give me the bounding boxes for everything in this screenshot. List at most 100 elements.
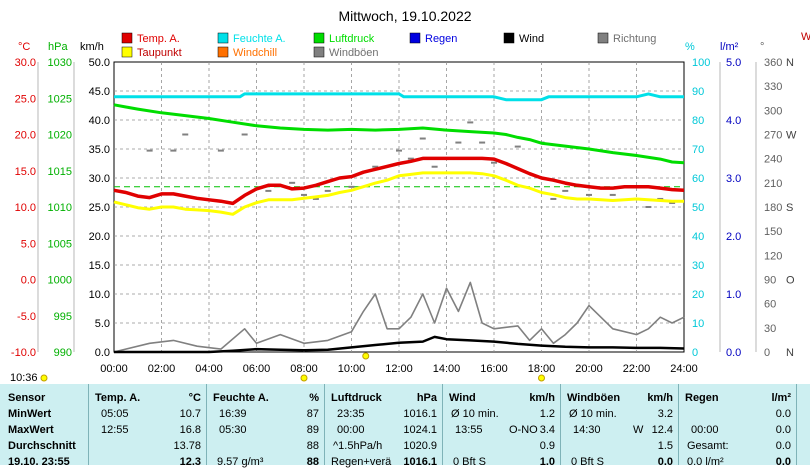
rain-total-label: Gesamt:	[687, 440, 729, 452]
temp-min: 10.7	[179, 408, 201, 420]
rain-unit-label: l/m²	[720, 41, 739, 53]
legend-label-7: Windchill	[233, 47, 277, 59]
rain-min: 0.0	[775, 408, 791, 420]
richtung-point-9	[324, 189, 331, 192]
pressure-max-time: 00:00	[337, 424, 365, 436]
humidity-unit-label: %	[685, 41, 695, 53]
x-tick-2: 04:00	[195, 363, 223, 375]
richtung-point-7	[301, 193, 307, 196]
richtung-point-8	[312, 197, 319, 200]
wind-tick-6: 20.0	[89, 231, 110, 243]
right-edge-label: W	[801, 31, 810, 43]
wind-tick-7: 15.0	[89, 260, 110, 272]
direction-tick-3: 270	[764, 130, 782, 142]
compass-label-1: O	[786, 275, 795, 287]
temp-avg: 13.78	[173, 440, 201, 452]
direction-tick-8: 120	[764, 250, 782, 262]
rain-header: Regen	[685, 392, 719, 404]
x-tick-12: 24:00	[670, 363, 698, 375]
row-label-avg: Durchschnitt	[8, 440, 76, 452]
rain-column: Regen l/m² 0.0 00:00 0.0 Gesamt: 0.0 0.0…	[678, 384, 797, 468]
humidity-tick-8: 20	[692, 289, 704, 301]
row-label-min: MinWert	[8, 408, 52, 420]
richtung-point-29	[657, 197, 664, 200]
x-tick-8: 16:00	[480, 363, 508, 375]
richtung-point-10	[348, 185, 355, 188]
richtung-point-24	[562, 189, 569, 192]
rain-tick-4: 1.0	[726, 289, 741, 301]
pressure-tick-8: 990	[54, 347, 72, 359]
series-wind	[114, 335, 685, 354]
richtung-point-15	[431, 165, 438, 168]
richtung-point-11	[372, 165, 379, 168]
richtung-point-26	[609, 193, 616, 196]
richtung-point-4	[241, 133, 248, 136]
current-time-marker-label: 10:36	[10, 372, 38, 384]
legend-swatch-4	[503, 32, 515, 44]
richtung-point-23	[550, 197, 557, 200]
richtung-point-28	[645, 206, 652, 208]
compass-label-0: N	[786, 347, 794, 359]
weather-chart: Mittwoch, 19.10.2022 Temp. A. Feuchte A. L…	[11, 8, 810, 382]
legend-label-4: Wind	[519, 33, 544, 45]
table-edge-column	[796, 384, 810, 465]
temp-header: Temp. A.	[95, 392, 141, 404]
pressure-tick-1: 1025	[48, 93, 72, 105]
marker-dot	[362, 352, 370, 360]
temp-tick-8: -10.0	[11, 347, 36, 359]
direction-tick-6: 180	[764, 202, 782, 214]
direction-tick-4: 240	[764, 154, 782, 166]
compass-label-2: S	[786, 202, 793, 214]
rain-tick-2: 3.0	[726, 173, 741, 185]
x-tick-3: 06:00	[243, 363, 271, 375]
wind-current-label: 0 Bft S	[453, 456, 487, 468]
row-label-column: Sensor MinWert MaxWert Durchschnitt 19.1…	[0, 384, 88, 468]
temp-tick-1: 25.0	[15, 93, 36, 105]
chart-title: Mittwoch, 19.10.2022	[338, 8, 471, 24]
x-tick-6: 12:00	[385, 363, 413, 375]
pressure-unit: hPa	[416, 392, 437, 404]
wind-min-label: Ø 10 min.	[451, 408, 499, 420]
pressure-header: Luftdruck	[331, 392, 382, 404]
direction-tick-2: 300	[764, 105, 782, 117]
humidity-tick-2: 80	[692, 115, 704, 127]
pressure-tick-3: 1015	[48, 166, 72, 178]
gust-avg: 1.5	[657, 440, 673, 452]
wind-max: 3.4	[539, 424, 555, 436]
pressure-tick-0: 1030	[48, 57, 72, 69]
richtung-point-21	[514, 145, 521, 148]
temp-tick-6: 0.0	[21, 275, 36, 287]
marker-dot-18	[538, 374, 545, 382]
pressure-current-label: Regen+verä	[331, 456, 392, 468]
richtung-point-0	[146, 149, 153, 152]
direction-tick-0: 360	[764, 57, 782, 69]
pressure-min-time: 23:35	[337, 408, 365, 420]
x-tick-10: 20:00	[575, 363, 603, 375]
temp-max-time: 12:55	[101, 424, 129, 436]
gust-current-label: 0 Bft S	[571, 456, 605, 468]
humidity-column: Feuchte A. % 16:39 87 05:30 89 88 9.57 g…	[206, 384, 325, 468]
row-label-current: 19.10. 23:55	[8, 456, 70, 468]
temp-tick-4: 10.0	[15, 202, 36, 214]
gust-max-time: 14:30	[573, 424, 601, 436]
wind-tick-10: 0.0	[95, 347, 110, 359]
gust-unit: km/h	[647, 392, 673, 404]
richtung-point-12	[396, 149, 402, 152]
wind-tick-1: 45.0	[89, 86, 110, 98]
compass-label-3: W	[786, 130, 797, 142]
humidity-tick-0: 100	[692, 57, 710, 69]
wind-max-dir: O-NO	[509, 424, 538, 436]
legend-label-1: Feuchte A.	[233, 33, 286, 45]
x-tick-7: 14:00	[433, 363, 461, 375]
richtung-point-19	[479, 141, 486, 144]
pressure-unit-label: hPa	[48, 41, 68, 53]
wind-header: Wind	[449, 392, 476, 404]
legend-swatch-6	[121, 46, 133, 58]
wind-avg: 0.9	[539, 440, 555, 452]
pressure-min: 1016.1	[403, 408, 437, 420]
wind-tick-3: 35.0	[89, 144, 110, 156]
wind-current: 1.0	[539, 456, 555, 468]
wind-tick-0: 50.0	[89, 57, 110, 69]
pressure-trend: ^1.5hPa/h	[333, 440, 383, 452]
row-label-sensor: Sensor	[8, 392, 46, 404]
